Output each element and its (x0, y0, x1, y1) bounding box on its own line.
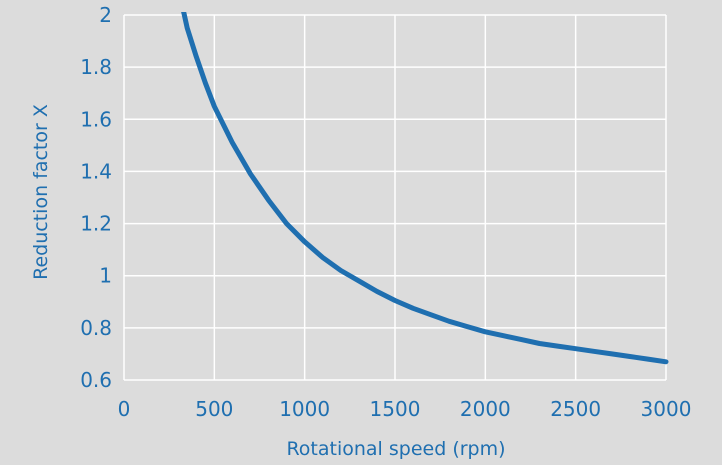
y-tick-label: 2 (99, 3, 112, 27)
y-tick-label: 1 (99, 264, 112, 288)
y-tick-label: 0.6 (80, 368, 112, 392)
x-tick-label: 1500 (370, 397, 421, 421)
grid (123, 14, 667, 381)
x-tick-label: 1000 (279, 397, 330, 421)
x-tick-label: 2000 (460, 397, 511, 421)
x-axis-title: Rotational speed (rpm) (286, 438, 505, 460)
series-line (181, 12, 669, 365)
plot-series (181, 12, 669, 365)
x-axis-ticks: 0 500 1000 1500 2000 2500 3000 (118, 397, 692, 421)
y-tick-label: 1.8 (80, 55, 112, 79)
y-tick-label: 0.8 (80, 316, 112, 340)
x-tick-label: 500 (195, 397, 233, 421)
y-tick-label: 1.4 (80, 159, 112, 183)
x-tick-label: 3000 (641, 397, 692, 421)
x-tick-label: 0 (118, 397, 131, 421)
y-axis-ticks: 0.6 0.8 1 1.2 1.4 1.6 1.8 2 (80, 3, 112, 392)
x-tick-label: 2500 (550, 397, 601, 421)
y-tick-label: 1.2 (80, 212, 112, 236)
y-tick-label: 1.6 (80, 107, 112, 131)
y-axis-title: Reduction factor X (30, 104, 52, 280)
